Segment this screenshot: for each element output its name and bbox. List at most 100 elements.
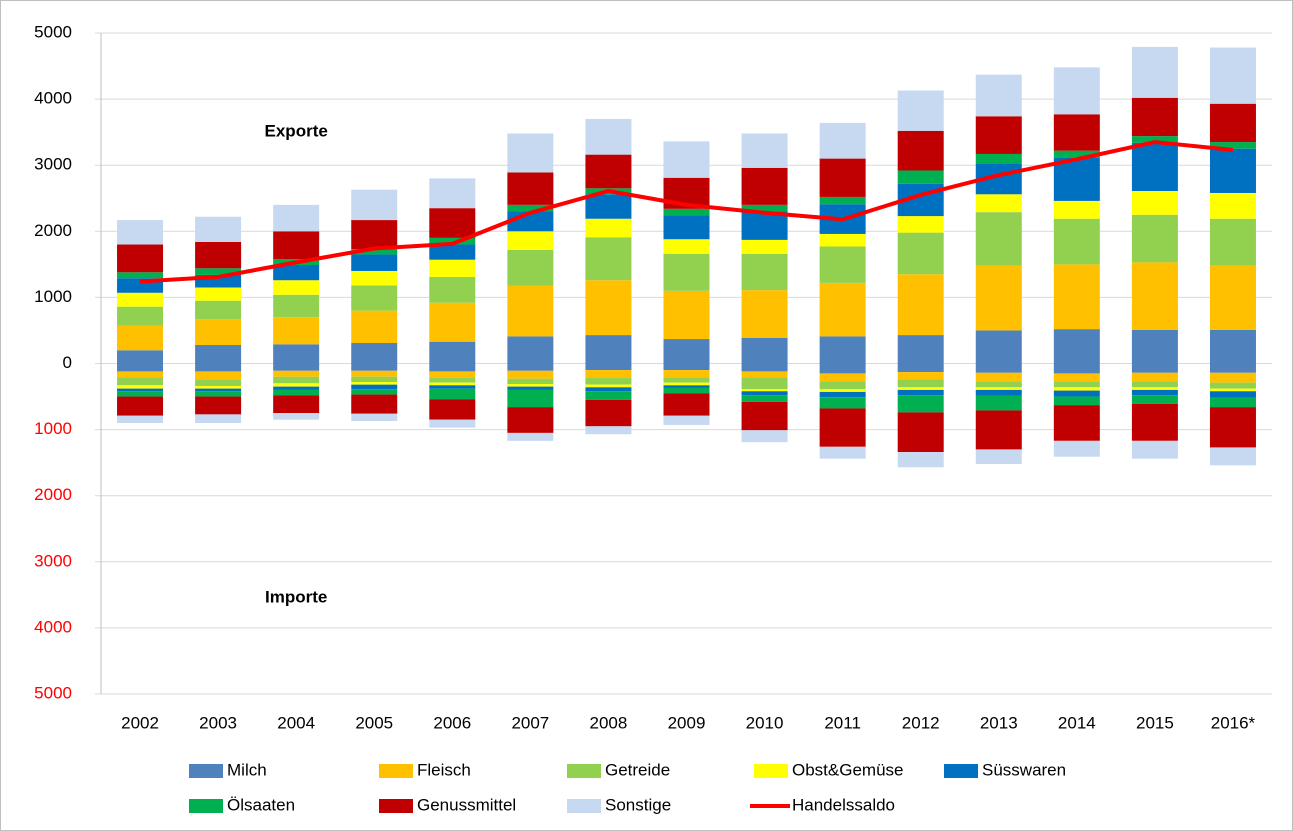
legend-swatch (567, 799, 601, 813)
bar-segment (195, 371, 242, 381)
bar-segment (351, 370, 398, 377)
bar-segment (819, 158, 866, 197)
bar-segment (897, 274, 944, 336)
bar-segment (1053, 150, 1100, 158)
bar-segment (117, 363, 164, 372)
bar-segment (741, 167, 788, 205)
bar-segment (117, 396, 164, 416)
bar-segment (975, 330, 1022, 364)
legend-label: Milch (227, 760, 267, 779)
x-tick-label: 2010 (746, 713, 784, 732)
bar-segment (897, 372, 944, 380)
bar-segment (351, 389, 398, 395)
bar-segment (975, 194, 1022, 213)
bar-segment (195, 363, 242, 372)
x-tick-label: 2005 (355, 713, 393, 732)
bar-segment (429, 385, 476, 389)
bar-segment (819, 233, 866, 247)
legend-label: Genussmittel (417, 795, 516, 814)
bar-segment (585, 335, 632, 364)
bar-segment (663, 370, 710, 378)
bar-segment (507, 363, 554, 371)
bar-segment (897, 363, 944, 373)
bar-segment (429, 178, 476, 209)
bar-segment (897, 379, 944, 388)
bar-segment (663, 208, 710, 216)
bar-segment (585, 426, 632, 435)
bar-segment (273, 204, 320, 232)
bar-segment (195, 300, 242, 320)
bar-segment (429, 399, 476, 420)
bar-segment (1053, 67, 1100, 115)
bar-segment (1053, 264, 1100, 330)
bar-segment (585, 363, 632, 371)
bar-segment (585, 237, 632, 281)
bar-segment (117, 391, 164, 397)
bar-segment (507, 383, 554, 387)
bar-segment (819, 282, 866, 337)
bar-segment (897, 130, 944, 171)
bar-segment (897, 90, 944, 131)
legend-label: Obst&Gemüse (792, 760, 904, 779)
legend-swatch (189, 799, 223, 813)
bar-segment (429, 302, 476, 342)
y-tick-label: 3000 (34, 155, 72, 174)
bar-segment (117, 385, 164, 389)
bar-segment (663, 363, 710, 371)
bar-segment (507, 432, 554, 441)
bar-segment (429, 276, 476, 303)
bar-segment (819, 336, 866, 364)
y-tick-label: 5000 (34, 683, 72, 702)
bar-segment (975, 74, 1022, 117)
bar-segment (507, 249, 554, 286)
bar-segment (117, 371, 164, 378)
bar-segment (1053, 396, 1100, 406)
bar-segment (741, 253, 788, 291)
bar-segment (429, 259, 476, 277)
bar-segment (429, 378, 476, 383)
x-tick-label: 2007 (511, 713, 549, 732)
bar-segment (741, 371, 788, 378)
bar-segment (741, 239, 788, 254)
bar-segment (429, 341, 476, 364)
bar-segment (507, 386, 554, 390)
y-tick-label: 1000 (34, 287, 72, 306)
bar-segment (819, 389, 866, 392)
annotation: Importe (265, 588, 327, 607)
bar-segment (975, 382, 1022, 388)
bar-segment (663, 387, 710, 394)
bar-segment (1131, 97, 1178, 137)
bar-segment (351, 310, 398, 344)
bar-segment (507, 204, 554, 212)
y-tick-label: 4000 (34, 617, 72, 636)
bar-segment (1131, 214, 1178, 263)
legend-label: Getreide (605, 760, 670, 779)
bar-segment (663, 339, 710, 364)
bar-segment (663, 290, 710, 340)
bar-segment (273, 370, 320, 377)
x-tick-label: 2013 (980, 713, 1018, 732)
bar-segment (429, 237, 476, 245)
bar-segment (507, 336, 554, 364)
bar-segment (1053, 329, 1100, 364)
bar-segment (1053, 157, 1100, 201)
y-tick-label: 5000 (34, 22, 72, 41)
bar-segment (429, 371, 476, 379)
y-tick-label: 2000 (34, 485, 72, 504)
bar-segment (195, 268, 242, 275)
bar-segment (741, 211, 788, 240)
bar-segment (273, 294, 320, 318)
bar-segment (975, 372, 1022, 383)
bar-segment (273, 265, 320, 281)
bar-segment (897, 389, 944, 396)
bar-segment (975, 116, 1022, 154)
bar-segment (1053, 390, 1100, 397)
bar-segment (507, 407, 554, 433)
bar-segment (975, 395, 1022, 411)
legend-swatch (379, 764, 413, 778)
bar-segment (429, 244, 476, 260)
bar-segment (273, 389, 320, 396)
bar-segment (897, 387, 944, 390)
bar-segment (429, 388, 476, 400)
